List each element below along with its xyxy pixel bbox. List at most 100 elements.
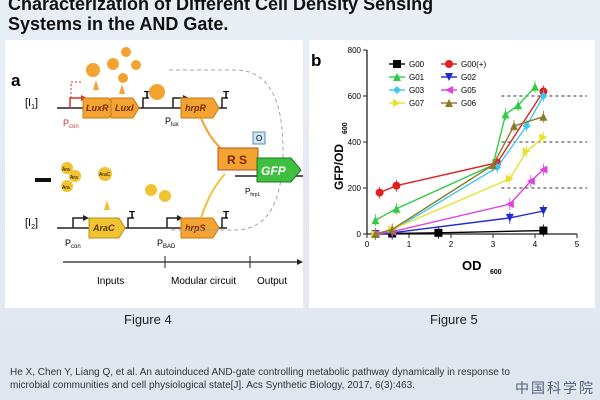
data-point-g07-4 (539, 133, 548, 142)
data-point-g05-2 (505, 200, 514, 209)
data-point-g03-4 (539, 92, 548, 100)
modular-box (169, 69, 284, 231)
terminator-1 (142, 97, 149, 108)
ahl-molecules (86, 47, 165, 100)
slide-title: Characterization of Different Cell Densi… (8, 0, 588, 34)
data-point-g00-0 (375, 188, 384, 197)
input-arrow-bar (35, 178, 51, 182)
y-axis-label: GFP/OD (332, 144, 346, 190)
x-tick-label-5: 5 (575, 240, 580, 249)
y-tick-label-200: 200 (348, 184, 362, 193)
x-axis-label: OD (462, 258, 482, 273)
gfp-gene (256, 157, 302, 183)
data-point-g00-1 (392, 181, 401, 190)
terminator-3-label: T (129, 210, 135, 221)
modular-circuit-label: Modular circuit (171, 276, 236, 287)
hrpr-label: hrpR (185, 103, 206, 113)
data-point-g06-0 (371, 230, 380, 238)
title-line-1: Characterization of Different Cell Densi… (8, 0, 434, 14)
terminator-3 (127, 217, 134, 228)
arac-gene-label: AraC (92, 223, 115, 233)
panel-a-label: a (11, 71, 21, 90)
ara-label-2: Ara (70, 175, 78, 181)
legend-label-g00: G00 (409, 60, 425, 69)
figure-4-diagram: a [I1] Pcon LuxR LuxI T (5, 40, 303, 308)
data-point-g02-2 (505, 213, 514, 222)
section-axis-arrow (297, 259, 303, 265)
hrps-gene (180, 217, 220, 239)
arrow-up-3 (104, 200, 110, 210)
ara-label-1: Ara (62, 167, 70, 173)
hrpr-to-rs-arrow (200, 117, 226, 153)
x-axis-label-sub: 600 (490, 269, 502, 276)
y-tick-label-400: 400 (348, 138, 362, 147)
legend-label-g07: G07 (409, 99, 425, 108)
data-point-g01-5 (531, 82, 539, 91)
legend-label-g01: G01 (409, 73, 425, 82)
input-i2-label: [I2] (25, 217, 38, 231)
data-point-g06-2 (489, 161, 497, 169)
data-point-g07-3 (522, 147, 531, 156)
luxr-label: LuxR (86, 103, 109, 113)
y-tick-label-800: 800 (348, 46, 362, 55)
rs-label: R S (227, 153, 247, 167)
legend-marker-g03 (393, 86, 401, 94)
figure-4-caption: Figure 4 (124, 312, 172, 327)
terminator-2-label: T (223, 90, 229, 101)
x-tick-label-2: 2 (449, 240, 454, 249)
hrps-to-rs-arrow (200, 173, 226, 219)
institution-logo: 中国科学院 (515, 381, 595, 397)
gfp-od-scatter-chart: b 0 200 400 600 800 0 1 2 3 4 5 OD 600 GFP/OD 600 G00 G00… (311, 46, 587, 276)
series-line-g01 (375, 86, 536, 221)
legend-marker-g06 (445, 99, 453, 107)
data-point-g06-3 (510, 121, 518, 130)
legend-marker-g00 (393, 60, 401, 68)
data-point-g06-4 (539, 112, 548, 121)
figure-5-chart: b 0 200 400 600 800 0 1 2 3 4 5 OD 600 GFP/OD 600 G00 G00… (309, 40, 595, 308)
arrow-up-1 (93, 80, 99, 90)
pcon-top-promoter (69, 97, 81, 108)
title-line-2: Systems in the AND Gate. (8, 14, 229, 34)
feedback-line (70, 81, 83, 98)
phrpl-label: PhrpL (245, 187, 261, 198)
gfp-label: GFP (261, 164, 287, 178)
pcon-top-label: Pcon (63, 118, 79, 130)
and-gate-diagram: a [I1] Pcon LuxR LuxI T (11, 47, 303, 287)
series-line-g00 (379, 91, 544, 194)
data-point-g02-3 (539, 207, 548, 215)
legend-marker-g07 (393, 99, 401, 107)
hrpr-gene (180, 97, 220, 119)
luxi-label: LuxI (115, 103, 134, 113)
legend-label-g06: G06 (461, 99, 477, 108)
legend-marker-g01 (393, 73, 401, 81)
data-point-g00-3 (539, 226, 548, 235)
citation-text: He X, Chen Y, Liang Q, et al. An autoind… (10, 367, 510, 391)
pcon-bottom-promoter (72, 217, 83, 228)
data-point-g03-2 (493, 163, 502, 172)
arrow-up-2 (119, 84, 125, 94)
operator-label: O (256, 134, 262, 143)
legend-marker-g00 (445, 60, 453, 68)
pcon-bottom-arrow (83, 215, 89, 221)
plux-promoter (172, 97, 183, 108)
panel-b-label: b (311, 51, 321, 70)
ara-label-3: Ara (62, 185, 70, 191)
y-axis-label-sub: 600 (342, 122, 349, 134)
y-tick-label-600: 600 (348, 92, 362, 101)
terminator-4 (221, 217, 228, 228)
luxi-gene (110, 97, 140, 119)
operator-box (252, 131, 266, 145)
data-point-g01-4 (514, 101, 523, 110)
legend-marker-g05 (445, 86, 453, 94)
hrps-label: hrpS (185, 223, 206, 233)
data-point-g05-3 (526, 177, 535, 186)
x-tick-label-4: 4 (533, 240, 538, 249)
arabinose-molecules (61, 162, 171, 202)
figure-5-caption: Figure 5 (430, 312, 478, 327)
x-tick-label-1: 1 (407, 240, 412, 249)
data-point-g01-0 (371, 216, 380, 225)
legend-label-g02: G02 (461, 73, 477, 82)
y-tick-label-0: 0 (357, 230, 362, 239)
data-point-g06-1 (388, 225, 397, 234)
